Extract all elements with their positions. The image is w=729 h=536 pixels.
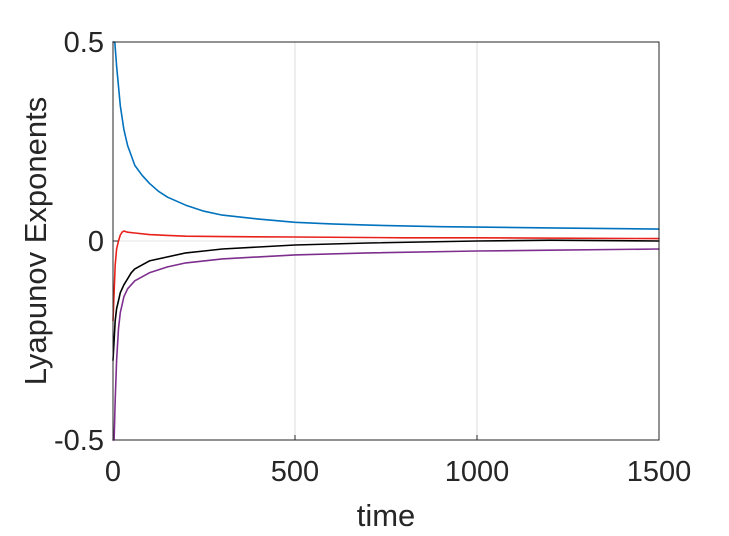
tick-labels: 0 500 1000 1500-0.500.5 (54, 27, 691, 488)
y-tick-label-2: 0.5 (64, 27, 104, 59)
x-tick-label-1: 500 (271, 456, 319, 488)
data-lines (112, 41, 660, 441)
x-axis-title: time (357, 498, 416, 533)
series-line-3 (112, 239, 660, 362)
y-tick-label-1: 0 (88, 226, 104, 258)
x-tick-label-2: 1000 (445, 456, 510, 488)
x-tick-label-3: 1500 (627, 456, 692, 488)
axis-ticks (112, 41, 660, 441)
series-line-4 (112, 248, 660, 441)
series-line-1 (112, 41, 660, 230)
x-tick-label-0: 0 (105, 456, 121, 488)
series-line-2 (112, 230, 660, 322)
y-tick-label-0: -0.5 (54, 425, 104, 457)
y-axis-title: Lyapunov Exponents (18, 97, 53, 385)
